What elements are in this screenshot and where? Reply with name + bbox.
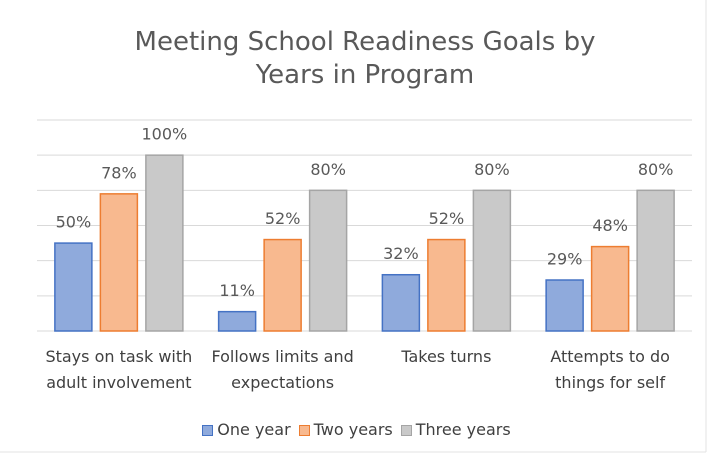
legend-label: Three years (415, 420, 511, 439)
bar (263, 238, 302, 332)
bar (427, 238, 466, 332)
bar (99, 193, 139, 332)
data-label: 29% (547, 250, 583, 269)
data-label: 50% (56, 213, 92, 232)
legend-item: One year (202, 420, 291, 439)
bar (145, 154, 184, 332)
bar (590, 245, 630, 332)
bar (381, 273, 421, 332)
data-label: 100% (142, 125, 188, 144)
data-label: 80% (310, 160, 346, 179)
data-label: 52% (429, 209, 465, 228)
legend-swatch (298, 425, 310, 436)
x-tick-label: Attempts to do things for self (550, 347, 670, 392)
legend: One year Two years Three years (0, 420, 713, 439)
bar (545, 279, 584, 332)
bar (217, 310, 257, 332)
legend-swatch (202, 425, 214, 436)
bar (472, 189, 512, 332)
legend-label: Two years (313, 420, 393, 439)
legend-item: Two years (298, 420, 393, 439)
x-tick-label: Follows limits and expectations (211, 347, 354, 392)
legend-label: One year (217, 420, 291, 439)
x-tick-label: Stays on task with adult involvement (45, 347, 193, 392)
bar (54, 242, 93, 332)
data-label: 52% (265, 209, 301, 228)
data-label: 80% (474, 160, 510, 179)
data-label: 80% (638, 160, 674, 179)
bar (308, 189, 348, 332)
chart-title: Meeting School Readiness Goals by Years … (134, 27, 596, 90)
data-label: 11% (219, 281, 255, 300)
data-label: 48% (592, 216, 628, 235)
data-label: 32% (383, 244, 419, 263)
legend-item: Three years (400, 420, 511, 439)
legend-swatch (400, 425, 412, 436)
x-tick-label: Takes turns (401, 347, 492, 366)
bar (636, 189, 675, 332)
data-label: 78% (101, 163, 137, 182)
